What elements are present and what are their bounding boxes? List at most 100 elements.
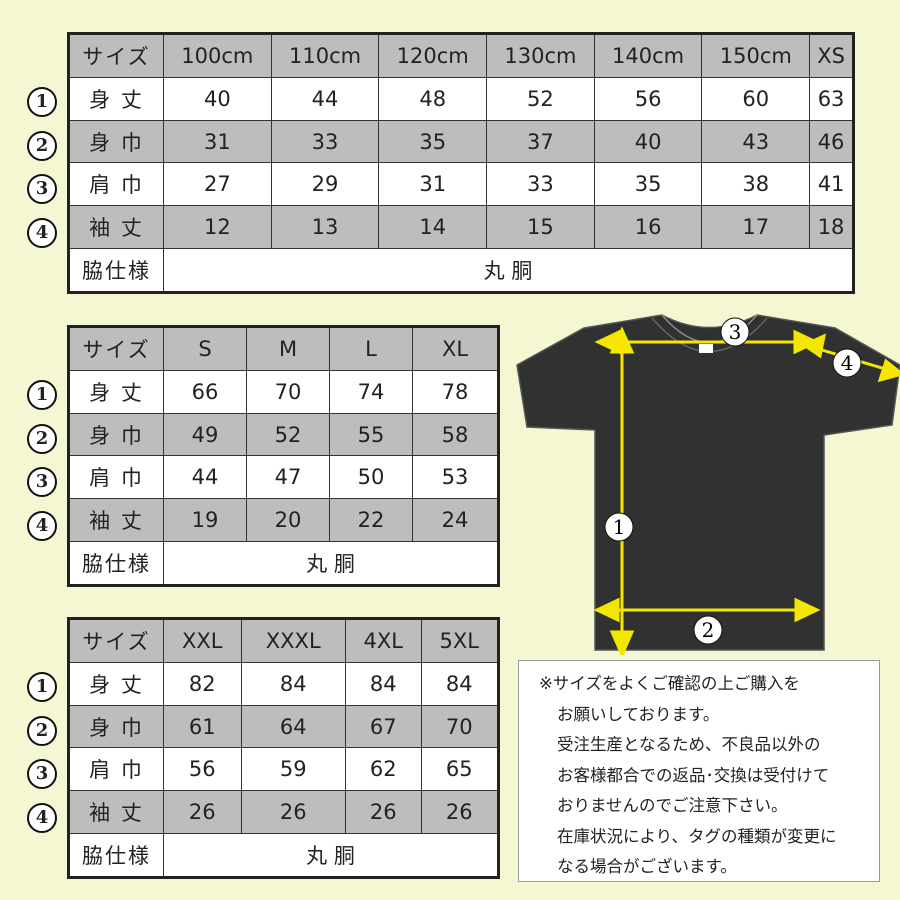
row-label: 身 丈 — [68, 662, 164, 706]
value-cell: 70 — [246, 370, 330, 414]
header-row: サイズ 100cm 110cm 120cm 130cm 140cm 150cm XS — [68, 32, 854, 79]
size-header: 110cm — [270, 32, 380, 79]
value-cell: 26 — [163, 790, 242, 834]
value-cell: 33 — [486, 162, 595, 207]
value-cell: 63 — [809, 77, 854, 121]
value-cell: 27 — [163, 162, 272, 207]
row-marker: 3 — [27, 759, 57, 789]
value-cell: 35 — [593, 162, 703, 207]
value-cell: 24 — [412, 498, 499, 542]
table-row: 袖 丈 19 20 22 24 — [68, 498, 499, 542]
value-cell: 29 — [270, 162, 380, 207]
value-cell: 49 — [163, 412, 247, 457]
value-cell: 84 — [240, 662, 346, 706]
value-cell: 74 — [329, 370, 413, 414]
size-table: サイズ 100cm 110cm 120cm 130cm 140cm 150cm XS 身 丈 40… — [67, 32, 855, 294]
value-cell: 60 — [701, 77, 811, 121]
value-cell: 44 — [270, 77, 380, 121]
table-row: 肩 巾 56 59 62 65 — [68, 747, 499, 792]
row-label: 肩 巾 — [68, 747, 164, 792]
value-cell: 46 — [809, 119, 854, 164]
side-spec-value: 丸 胴 — [163, 540, 499, 587]
table-row: 身 巾 31 33 35 37 40 43 46 — [68, 119, 854, 164]
value-cell: 70 — [420, 704, 499, 749]
diagram-labels: 1 2 3 4 — [604, 317, 862, 645]
value-cell: 40 — [163, 77, 272, 121]
side-spec-label: 脇仕様 — [68, 832, 164, 879]
row-label: 身 巾 — [68, 412, 164, 457]
side-spec-value: 丸 胴 — [163, 247, 854, 294]
table-row: 身 丈 66 70 74 78 — [68, 370, 499, 414]
value-cell: 15 — [486, 205, 595, 249]
size-table: サイズ S M L XL 身 丈 66 70 74 78 身 巾 49 52 55 58 肩 巾 44 47 50 5… — [67, 325, 500, 587]
value-cell: 84 — [420, 662, 499, 706]
row-label: 肩 巾 — [68, 162, 164, 207]
value-cell: 22 — [329, 498, 413, 542]
row-marker: 4 — [27, 217, 57, 248]
notice-line: お願いしております。 — [557, 704, 720, 724]
side-spec-value: 丸 胴 — [163, 832, 499, 879]
side-spec-row: 脇仕様丸 胴 — [68, 832, 499, 879]
value-cell: 55 — [329, 412, 413, 457]
size-table: サイズ XXL XXXL 4XL 5XL 身 丈 82 84 84 84 身 巾 61 64 67 70 肩 … — [67, 617, 500, 879]
row-marker: 4 — [27, 510, 57, 541]
value-cell: 48 — [378, 77, 488, 121]
row-marker: 2 — [27, 130, 57, 161]
diagram-label: 2 — [702, 618, 715, 642]
value-cell: 37 — [486, 119, 595, 164]
size-header: 130cm — [486, 32, 595, 79]
value-cell: 50 — [329, 455, 413, 500]
size-header: 140cm — [593, 32, 703, 79]
value-cell: 58 — [412, 412, 499, 457]
size-label-header: サイズ — [68, 325, 164, 372]
size-header: S — [163, 325, 247, 372]
value-cell: 20 — [246, 498, 330, 542]
value-cell: 84 — [344, 662, 422, 706]
value-cell: 14 — [378, 205, 488, 249]
value-cell: 64 — [240, 704, 346, 749]
value-cell: 19 — [163, 498, 247, 542]
table-row: 身 丈 82 84 84 84 — [68, 662, 499, 706]
value-cell: 35 — [378, 119, 488, 164]
side-spec-label: 脇仕様 — [68, 540, 164, 587]
diagram-label: 4 — [841, 351, 854, 375]
size-header: XXL — [163, 617, 242, 664]
size-header: 100cm — [163, 32, 272, 79]
value-cell: 44 — [163, 455, 247, 500]
row-label: 袖 丈 — [68, 790, 164, 834]
value-cell: 12 — [163, 205, 272, 249]
value-cell: 66 — [163, 370, 247, 414]
notice-line: お客様都合での返品･交換は受付けて — [557, 765, 830, 785]
table-row: 肩 巾 27 29 31 33 35 38 41 — [68, 162, 854, 207]
size-header: XXXL — [240, 617, 346, 664]
side-spec-row: 脇仕様丸 胴 — [68, 247, 854, 294]
header-row: サイズ XXL XXXL 4XL 5XL — [68, 617, 499, 664]
value-cell: 53 — [412, 455, 499, 500]
notice-line: ※サイズをよくご確認の上ご購入を — [539, 674, 800, 693]
value-cell: 82 — [163, 662, 242, 706]
size-header: XS — [809, 32, 854, 79]
size-header: 150cm — [701, 32, 811, 79]
size-header: M — [246, 325, 330, 372]
value-cell: 59 — [240, 747, 346, 792]
value-cell: 26 — [240, 790, 346, 834]
value-cell: 41 — [809, 162, 854, 207]
size-label-header: サイズ — [68, 617, 164, 664]
row-marker: 1 — [27, 672, 57, 702]
value-cell: 26 — [420, 790, 499, 834]
notice-box: ※サイズをよくご確認の上ご購入を お願いしております。 受注生産となるため、不良… — [518, 660, 880, 882]
row-label: 肩 巾 — [68, 455, 164, 500]
table-row: 袖 丈 26 26 26 26 — [68, 790, 499, 834]
notice-line: おりませんのでご注意下さい。 — [557, 796, 788, 815]
value-cell: 26 — [344, 790, 422, 834]
value-cell: 78 — [412, 370, 499, 414]
value-cell: 43 — [701, 119, 811, 164]
row-label: 袖 丈 — [68, 498, 164, 542]
table-row: 身 丈 40 44 48 52 56 60 63 — [68, 77, 854, 121]
diagram-label: 1 — [613, 515, 626, 539]
value-cell: 52 — [246, 412, 330, 457]
tshirt-body — [516, 314, 900, 651]
row-marker: 3 — [27, 467, 57, 497]
value-cell: 40 — [593, 119, 703, 164]
side-spec-label: 脇仕様 — [68, 247, 164, 294]
